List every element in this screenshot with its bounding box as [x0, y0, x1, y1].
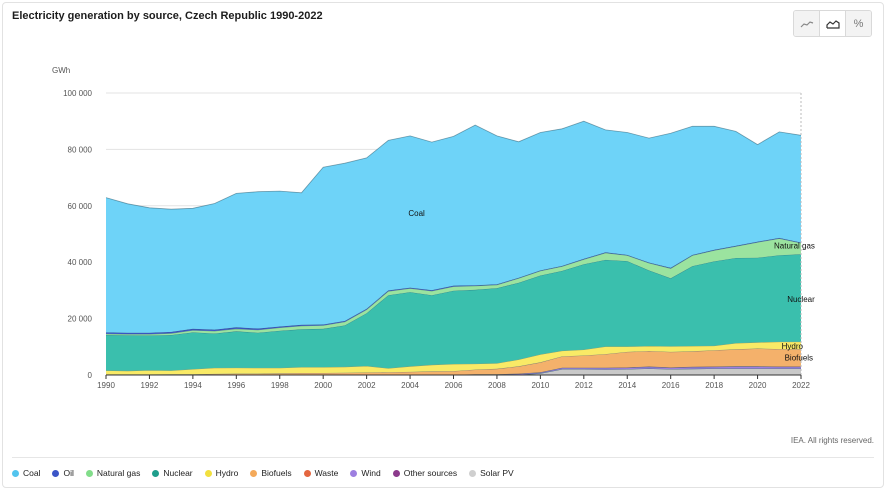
area-natural-gas [106, 238, 801, 336]
credit-text: IEA. All rights reserved. [790, 436, 874, 445]
legend-item-waste[interactable]: Waste [303, 468, 339, 478]
x-tick-label: 2020 [749, 381, 767, 390]
x-tick-label: 2004 [401, 381, 419, 390]
legend: Coal Oil Natural gas Nuclear Hydro Biofuels Wa… [12, 468, 514, 478]
legend-dot-icon [303, 469, 311, 477]
legend-dot-icon [469, 469, 477, 477]
area-label: Natural gas [774, 241, 815, 250]
area-coal [106, 121, 801, 333]
legend-dot-icon [392, 469, 400, 477]
area-wind [106, 366, 801, 375]
x-tick-label: 2008 [488, 381, 506, 390]
legend-divider [12, 457, 874, 458]
area-chart-icon [825, 19, 840, 29]
legend-dot-icon [204, 469, 212, 477]
legend-label: Oil [63, 468, 74, 478]
x-tick-label: 1992 [141, 381, 159, 390]
legend-dot-icon [52, 469, 60, 477]
area-edge-coal [105, 120, 802, 210]
legend-dot-icon [12, 469, 19, 477]
x-tick-label: 2016 [662, 381, 680, 390]
x-tick-label: 1998 [271, 381, 289, 390]
legend-dot-icon [152, 469, 160, 477]
x-tick-label: 2012 [575, 381, 593, 390]
legend-dot-icon [350, 469, 358, 477]
legend-dot-icon [85, 469, 93, 477]
legend-item-other-sources[interactable]: Other sources [392, 468, 458, 478]
y-tick-label: 60 000 [68, 202, 93, 211]
area-chart-button[interactable] [820, 11, 846, 36]
line-chart-button[interactable] [794, 11, 820, 36]
y-tick-label: 20 000 [68, 315, 93, 324]
percent-icon: % [853, 17, 864, 30]
legend-item-coal[interactable]: Coal [12, 468, 40, 478]
y-tick-label: 40 000 [68, 258, 93, 267]
chart-title: Electricity generation by source, Czech … [12, 10, 323, 22]
chart-view-toggle: % [793, 10, 872, 37]
legend-item-hydro[interactable]: Hydro [204, 468, 239, 478]
x-tick-label: 1996 [227, 381, 245, 390]
legend-item-nuclear[interactable]: Nuclear [152, 468, 193, 478]
x-tick-label: 2022 [792, 381, 810, 390]
area-label: Nuclear [787, 295, 815, 304]
legend-item-solar-pv[interactable]: Solar PV [469, 468, 514, 478]
x-tick-label: 1990 [97, 381, 115, 390]
legend-label: Natural gas [96, 468, 141, 478]
legend-label: Hydro [215, 468, 239, 478]
x-tick-label: 2002 [358, 381, 376, 390]
percent-button[interactable]: % [846, 11, 871, 36]
x-tick-label: 2014 [618, 381, 636, 390]
legend-item-biofuels[interactable]: Biofuels [250, 468, 292, 478]
area-chart: 0 20 000 40 000 60 000 80 000 100 000 GWh 1990 1… [52, 66, 815, 390]
y-tick-label: 80 000 [68, 145, 93, 154]
line-chart-icon [800, 20, 813, 27]
legend-item-oil[interactable]: Oil [52, 468, 74, 478]
y-tick-label: 0 [88, 371, 93, 380]
y-axis-unit-label: GWh [52, 66, 70, 75]
legend-label: Wind [361, 468, 381, 478]
area-hydro [106, 341, 801, 375]
x-tick-label: 1994 [184, 381, 202, 390]
y-tick-label: 100 000 [63, 89, 92, 98]
area-label: Hydro [782, 342, 804, 351]
legend-label: Solar PV [480, 468, 514, 478]
legend-dot-icon [250, 469, 258, 477]
legend-label: Other sources [403, 468, 458, 478]
x-tick-label: 2010 [531, 381, 549, 390]
legend-label: Nuclear [163, 468, 193, 478]
area-nuclear [106, 254, 801, 371]
legend-item-natural-gas[interactable]: Natural gas [85, 468, 141, 478]
x-tick-label: 2006 [445, 381, 463, 390]
area-label: Coal [408, 209, 425, 218]
area-label: Biofuels [785, 354, 813, 363]
legend-item-wind[interactable]: Wind [350, 468, 381, 478]
legend-label: Waste [314, 468, 339, 478]
x-tick-label: 2000 [314, 381, 332, 390]
legend-label: Coal [23, 468, 41, 478]
x-tick-label: 2018 [705, 381, 723, 390]
legend-label: Biofuels [261, 468, 292, 478]
area-solar-pv [106, 368, 801, 375]
area-biofuels [106, 348, 801, 375]
